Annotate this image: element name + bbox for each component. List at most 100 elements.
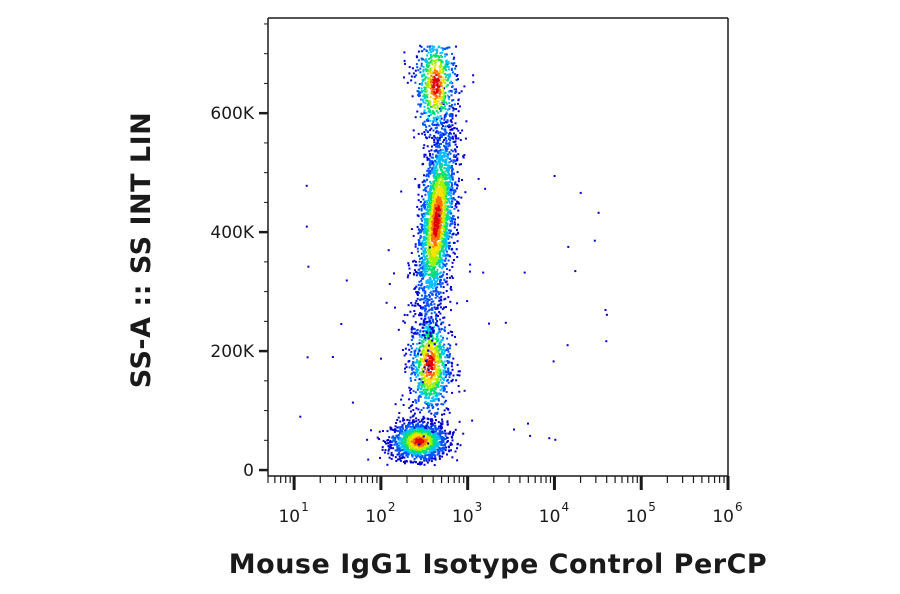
data-point bbox=[424, 391, 427, 394]
data-point bbox=[445, 354, 448, 357]
data-point bbox=[415, 456, 418, 459]
data-point bbox=[420, 307, 422, 310]
data-point bbox=[389, 445, 392, 448]
data-point bbox=[448, 142, 451, 145]
data-point bbox=[430, 192, 433, 195]
data-point bbox=[414, 313, 417, 316]
data-point bbox=[420, 359, 422, 361]
data-point bbox=[445, 273, 448, 276]
data-point bbox=[434, 307, 437, 310]
data-point bbox=[431, 339, 434, 342]
data-point bbox=[449, 372, 452, 375]
data-point bbox=[436, 320, 439, 323]
data-point bbox=[402, 320, 405, 323]
data-point bbox=[463, 389, 466, 392]
data-point bbox=[424, 243, 426, 246]
data-point bbox=[448, 354, 451, 357]
data-point bbox=[426, 325, 429, 328]
data-point bbox=[450, 90, 453, 93]
data-point bbox=[442, 193, 445, 196]
data-point bbox=[406, 418, 409, 421]
data-point bbox=[404, 363, 407, 366]
data-point bbox=[417, 418, 420, 421]
data-point bbox=[440, 142, 442, 145]
data-point bbox=[431, 258, 434, 261]
data-point bbox=[450, 67, 453, 70]
data-point bbox=[419, 395, 422, 398]
data-point bbox=[433, 71, 436, 74]
data-point bbox=[440, 90, 443, 93]
data-point bbox=[379, 456, 381, 459]
data-point bbox=[441, 351, 443, 354]
data-point bbox=[438, 432, 441, 435]
data-point bbox=[424, 88, 427, 90]
data-point bbox=[425, 241, 428, 244]
data-point bbox=[445, 235, 448, 238]
data-point bbox=[425, 313, 428, 316]
data-point bbox=[440, 221, 443, 224]
data-point bbox=[425, 190, 428, 193]
data-point bbox=[436, 144, 439, 147]
data-point bbox=[435, 200, 438, 202]
data-point bbox=[395, 440, 398, 443]
data-point bbox=[441, 413, 443, 416]
data-point bbox=[410, 301, 413, 304]
data-point bbox=[434, 252, 437, 255]
data-point bbox=[418, 364, 421, 367]
data-point bbox=[443, 227, 446, 230]
data-point bbox=[455, 203, 457, 205]
data-point bbox=[429, 449, 432, 452]
data-point bbox=[451, 436, 454, 439]
data-point bbox=[430, 303, 433, 306]
data-point bbox=[430, 346, 433, 349]
data-point bbox=[418, 183, 421, 186]
data-point bbox=[431, 213, 433, 216]
data-point bbox=[457, 231, 459, 234]
data-point bbox=[432, 321, 435, 324]
data-point bbox=[422, 230, 425, 233]
data-point bbox=[441, 385, 444, 388]
data-point bbox=[436, 96, 439, 99]
data-point bbox=[440, 46, 443, 49]
data-point bbox=[434, 391, 437, 394]
data-point bbox=[427, 354, 430, 357]
data-point bbox=[411, 429, 414, 432]
data-point bbox=[434, 426, 437, 429]
data-point bbox=[429, 197, 432, 199]
data-point bbox=[431, 352, 434, 355]
data-point bbox=[451, 128, 454, 131]
data-point bbox=[456, 374, 459, 377]
data-point bbox=[423, 123, 426, 126]
data-point bbox=[387, 449, 390, 452]
data-point bbox=[428, 201, 431, 204]
data-point bbox=[427, 77, 429, 80]
data-point bbox=[436, 139, 439, 142]
data-point bbox=[451, 82, 454, 85]
data-point bbox=[446, 155, 449, 158]
data-point bbox=[443, 316, 446, 319]
data-point bbox=[422, 435, 425, 438]
data-point bbox=[434, 169, 437, 172]
data-point bbox=[449, 125, 452, 128]
data-point bbox=[422, 432, 425, 435]
data-point bbox=[442, 286, 445, 289]
data-point bbox=[425, 308, 427, 311]
data-point bbox=[441, 96, 444, 98]
data-point bbox=[433, 166, 436, 169]
data-point bbox=[418, 445, 421, 448]
data-point bbox=[426, 224, 428, 227]
data-point bbox=[437, 291, 440, 294]
data-point bbox=[396, 436, 399, 439]
data-point bbox=[423, 365, 426, 368]
data-point bbox=[444, 193, 447, 196]
data-point bbox=[435, 118, 438, 121]
data-point bbox=[403, 354, 406, 357]
data-point bbox=[432, 406, 435, 409]
data-point bbox=[431, 201, 434, 204]
data-point bbox=[448, 450, 451, 453]
data-point bbox=[426, 107, 429, 110]
data-point bbox=[437, 408, 440, 411]
data-point bbox=[423, 307, 426, 310]
data-point bbox=[425, 374, 428, 377]
data-point bbox=[452, 161, 455, 164]
